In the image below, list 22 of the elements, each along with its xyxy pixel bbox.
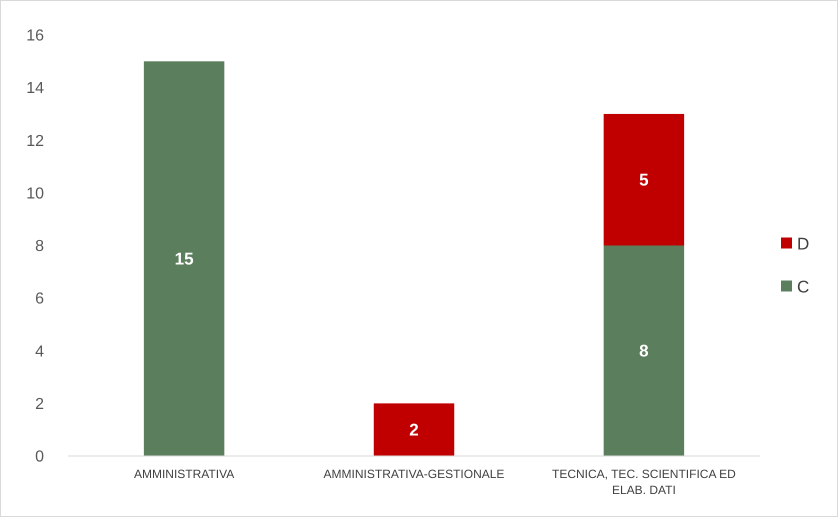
legend-label: D (797, 234, 810, 254)
x-tick-label: AMMINISTRATIVA (134, 467, 234, 481)
x-tick-label: AMMINISTRATIVA-GESTIONALE (324, 467, 504, 481)
legend-label: C (797, 277, 810, 296)
y-tick-label: 16 (26, 28, 44, 45)
bar (604, 114, 684, 246)
y-tick-label: 0 (35, 448, 44, 466)
y-tick-label: 8 (35, 238, 44, 256)
y-tick-label: 4 (35, 343, 44, 360)
y-tick-label: 12 (26, 132, 44, 150)
y-tick-label: 2 (35, 396, 44, 413)
bar (604, 246, 684, 456)
y-tick-label: 14 (26, 80, 44, 98)
data-label: 8 (639, 342, 649, 361)
data-label: 2 (409, 420, 419, 440)
y-tick-label: 10 (26, 185, 44, 202)
bar (374, 403, 454, 456)
data-label: 5 (639, 170, 649, 190)
x-tick-label: TECNICA, TEC. SCIENTIFICA ED ELAB. DATI (552, 467, 736, 497)
data-label: 15 (174, 250, 194, 269)
bar (144, 61, 224, 456)
y-tick-label: 6 (35, 290, 44, 308)
